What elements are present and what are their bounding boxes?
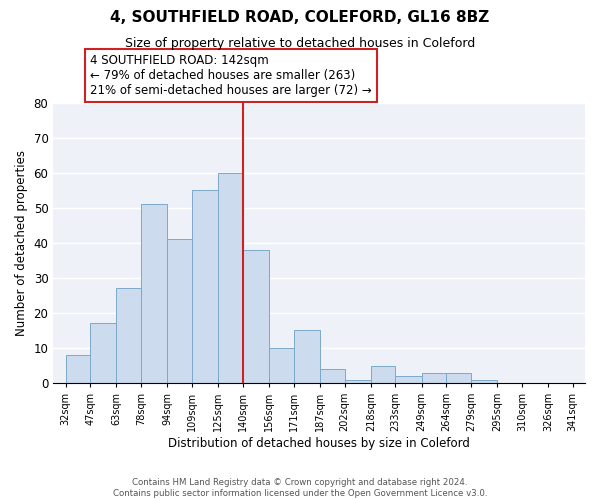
Bar — [269, 348, 294, 383]
Bar — [344, 380, 371, 383]
Bar — [243, 250, 269, 383]
Bar — [471, 380, 497, 383]
Bar — [320, 369, 344, 383]
Bar — [167, 240, 192, 383]
Bar — [90, 324, 116, 383]
Text: Size of property relative to detached houses in Coleford: Size of property relative to detached ho… — [125, 38, 475, 51]
X-axis label: Distribution of detached houses by size in Coleford: Distribution of detached houses by size … — [168, 437, 470, 450]
Bar — [294, 330, 320, 383]
Text: 4 SOUTHFIELD ROAD: 142sqm
← 79% of detached houses are smaller (263)
21% of semi: 4 SOUTHFIELD ROAD: 142sqm ← 79% of detac… — [90, 54, 372, 97]
Bar — [395, 376, 422, 383]
Bar — [446, 372, 471, 383]
Text: Contains HM Land Registry data © Crown copyright and database right 2024.
Contai: Contains HM Land Registry data © Crown c… — [113, 478, 487, 498]
Text: 4, SOUTHFIELD ROAD, COLEFORD, GL16 8BZ: 4, SOUTHFIELD ROAD, COLEFORD, GL16 8BZ — [110, 10, 490, 25]
Bar — [422, 372, 446, 383]
Bar — [116, 288, 141, 383]
Bar — [218, 172, 243, 383]
Bar — [141, 204, 167, 383]
Bar — [192, 190, 218, 383]
Bar — [65, 355, 90, 383]
Y-axis label: Number of detached properties: Number of detached properties — [15, 150, 28, 336]
Bar — [371, 366, 395, 383]
